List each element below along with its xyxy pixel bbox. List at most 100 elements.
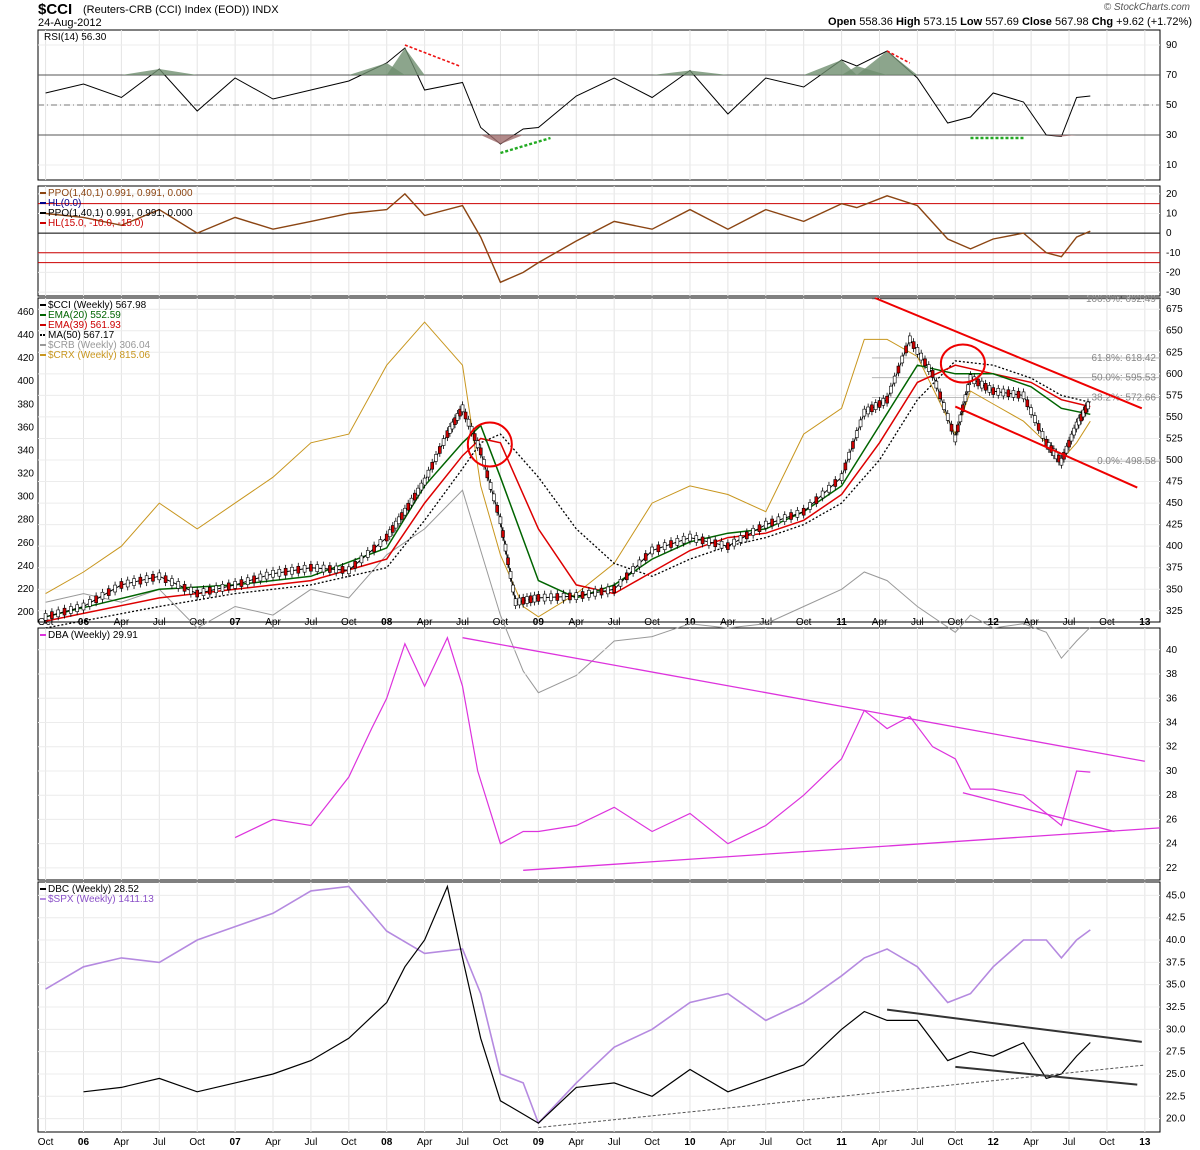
cci-candle-body xyxy=(892,375,897,384)
y-tick-label-rsi: 90 xyxy=(1166,40,1178,51)
y-tick-label-dbc: 27.5 xyxy=(1166,1047,1186,1058)
y-tick-label-dba: 32 xyxy=(1166,742,1178,753)
rsi-divergence-line xyxy=(886,50,911,64)
legend-cci: MA(50) 567.17 xyxy=(48,330,115,341)
cci-series-line xyxy=(45,364,1091,618)
legend-cci: EMA(39) 561.93 xyxy=(48,320,121,331)
dba-trendline xyxy=(462,637,1145,762)
cci-candle-body xyxy=(328,565,332,573)
cci-candle-body xyxy=(466,418,471,427)
cci-candle-body xyxy=(258,573,263,582)
x-tick-label-bottom: 11 xyxy=(836,1137,847,1148)
cci-candle-body xyxy=(688,533,692,542)
cci-candle-body xyxy=(359,555,364,564)
cci-candle-body xyxy=(296,565,301,574)
cci-candle-body xyxy=(441,438,446,446)
cci-candle-body xyxy=(963,394,968,402)
x-tick-label-bottom: Apr xyxy=(568,1137,584,1148)
rsi-oversold-fill xyxy=(480,135,524,144)
cci-series-line xyxy=(45,360,1091,629)
x-tick-label-cci: Jul xyxy=(759,617,772,628)
x-tick-label-cci: Oct xyxy=(796,617,812,628)
cci-candle-body xyxy=(599,587,604,596)
cci-candle-body xyxy=(568,592,572,601)
y-tick-label-cci-left: 300 xyxy=(17,492,34,503)
cci-candle-body xyxy=(75,604,79,612)
y-tick-label-dbc: 20.0 xyxy=(1166,1114,1186,1125)
x-tick-label-bottom: Jul xyxy=(456,1137,469,1148)
cci-candle-body xyxy=(62,607,67,616)
cci-candle-body xyxy=(904,345,908,354)
y-tick-label-cci-right: 350 xyxy=(1166,584,1183,595)
y-tick-label-cci-left: 320 xyxy=(17,469,34,480)
y-tick-label-dbc: 42.5 xyxy=(1166,913,1186,924)
cci-candle-body xyxy=(69,606,73,614)
x-tick-label-cci: Oct xyxy=(644,617,660,628)
cci-candle-body xyxy=(953,434,958,443)
y-tick-label-cci-right: 525 xyxy=(1166,433,1183,444)
cci-candle-body xyxy=(50,611,54,619)
cci-channel-line xyxy=(874,297,1143,410)
spx-line xyxy=(45,885,1091,1125)
y-tick-label-ppo: 20 xyxy=(1166,189,1178,200)
y-tick-label-ppo: -10 xyxy=(1166,248,1181,259)
cci-candle-body xyxy=(353,561,357,569)
cci-candle-body xyxy=(757,524,762,532)
x-tick-label-bottom: Apr xyxy=(114,1137,130,1148)
cci-candle-body xyxy=(814,496,819,504)
cci-candle-body xyxy=(930,370,935,378)
y-tick-label-cci-left: 340 xyxy=(17,445,34,456)
cci-candle-body xyxy=(919,352,923,361)
cci-candle-body xyxy=(549,593,553,602)
y-tick-label-cci-right: 575 xyxy=(1166,390,1183,401)
y-tick-label-cci-right: 425 xyxy=(1166,520,1183,531)
watermark: © StockCharts.com xyxy=(1103,2,1190,13)
cci-candle-body xyxy=(511,584,515,593)
cci-candle-body xyxy=(495,505,499,513)
cci-candle-body xyxy=(277,568,282,577)
cci-candle-body xyxy=(201,588,206,596)
cci-candle-body xyxy=(525,596,529,604)
y-tick-label-dba: 26 xyxy=(1166,814,1178,825)
cci-candle-body xyxy=(923,358,927,367)
cci-candle-body xyxy=(820,490,825,499)
cci-candle-body xyxy=(911,341,916,349)
cci-candle-body xyxy=(555,593,560,601)
x-tick-label-cci: Jul xyxy=(608,617,621,628)
y-tick-label-cci-left: 380 xyxy=(17,399,34,410)
cci-candle-body xyxy=(151,574,155,582)
cci-candle-body xyxy=(536,594,541,602)
y-tick-label-cci-left: 360 xyxy=(17,422,34,433)
cci-circle-annotation xyxy=(939,343,986,384)
cci-candle-body xyxy=(1081,409,1086,418)
cci-candle-body xyxy=(847,451,851,460)
cci-candle-body xyxy=(656,544,661,553)
cci-candle-body xyxy=(309,563,313,572)
cci-candle-body xyxy=(528,595,533,604)
cci-candle-body xyxy=(455,413,460,421)
cci-candle-body xyxy=(132,578,136,586)
x-tick-label-cci: 07 xyxy=(230,617,242,628)
cci-candle-body xyxy=(1025,399,1030,408)
y-tick-label-ppo: -30 xyxy=(1166,287,1181,298)
cci-candle-body xyxy=(827,484,831,493)
rsi-overbought-fill xyxy=(386,48,425,75)
cci-candle-body xyxy=(100,591,105,600)
cci-candle-body xyxy=(1001,388,1006,397)
x-tick-label-cci: Oct xyxy=(948,617,964,628)
cci-candle-body xyxy=(119,581,124,589)
cci-candle-body xyxy=(492,493,496,502)
cci-candle-body xyxy=(430,461,435,470)
cci-candle-body xyxy=(403,507,407,516)
cci-candle-body xyxy=(732,538,736,547)
ppo-line xyxy=(45,192,1091,284)
cci-candle-body xyxy=(144,575,149,583)
x-tick-label-bottom: Apr xyxy=(1023,1137,1039,1148)
cci-candle-body xyxy=(43,613,48,621)
cci-candle-body xyxy=(315,564,320,572)
y-tick-label-cci-right: 475 xyxy=(1166,477,1183,488)
x-tick-label-bottom: Jul xyxy=(759,1137,772,1148)
cci-candle-body xyxy=(726,542,730,550)
cci-candle-body xyxy=(795,510,800,518)
